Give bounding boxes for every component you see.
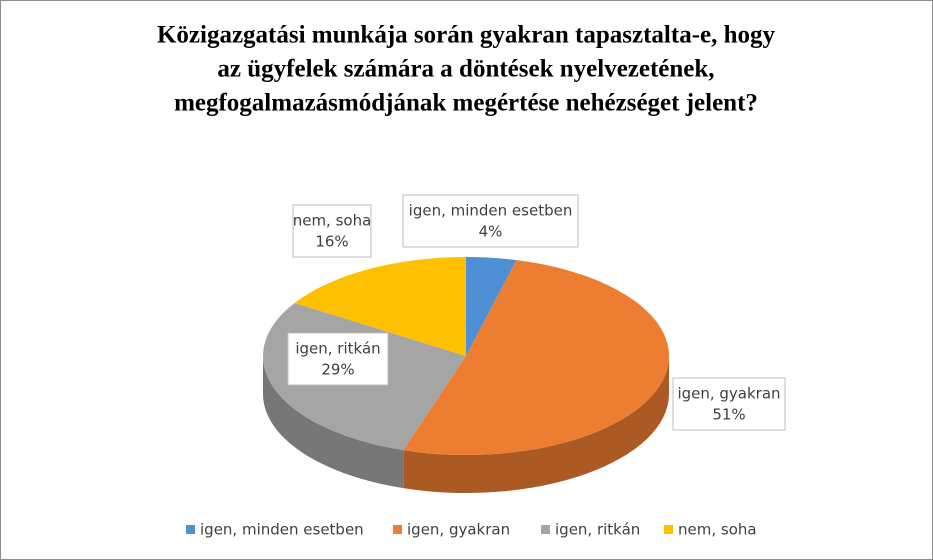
data-label-box [287,332,389,386]
legend-marker [664,525,673,534]
slice-side [263,356,404,489]
data-label-name: nem, soha [293,212,372,230]
data-label-name: igen, ritkán [295,340,380,358]
legend-marker [393,525,402,534]
data-label-box [292,204,372,258]
slice [294,257,466,356]
chart-title: az ügyfelek számára a döntések nyelvezet… [217,56,714,83]
data-label-value: 29% [321,361,354,379]
legend-label: igen, ritkán [555,521,640,539]
data-label-name: igen, gyakran [677,385,780,403]
data-label-value: 4% [479,223,503,241]
legend-marker [541,525,550,534]
legend-label: nem, soha [678,521,757,539]
data-label-value: 51% [712,406,745,424]
chart-title: Közigazgatási munkája során gyakran tapa… [157,22,776,49]
legend-marker [186,525,195,534]
legend-label: igen, minden esetben [200,521,364,539]
data-label-box [402,194,579,248]
legend-label: igen, gyakran [407,521,510,539]
data-label-value: 16% [315,233,348,251]
chart-title: megfogalmazásmódjának megértése nehézség… [174,90,758,117]
data-label-name: igen, minden esetben [409,202,573,220]
data-label-box [672,377,786,431]
slice-side [403,356,669,494]
slice [403,260,669,455]
slice [466,257,517,356]
